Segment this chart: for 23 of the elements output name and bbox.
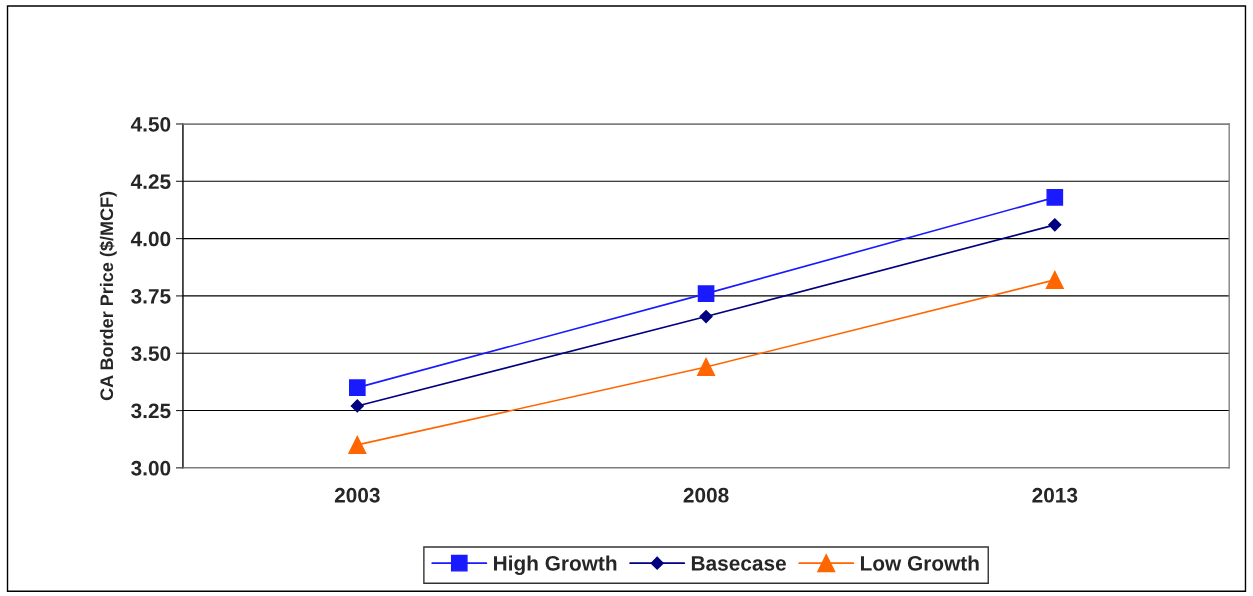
y-axis-title: CA Border Price ($/MCF) xyxy=(99,191,117,401)
y-tick-label: 4.50 xyxy=(130,116,171,132)
point xyxy=(1046,188,1064,206)
y-tick-label: 4.25 xyxy=(130,174,171,190)
y-tick-label: 3.50 xyxy=(131,346,171,362)
x-tick-label: 2013 xyxy=(1032,487,1078,503)
y-tick-label: 4.00 xyxy=(130,231,171,247)
point xyxy=(1045,270,1064,289)
y-tick-label: 3.75 xyxy=(131,288,171,304)
x-tick-label: 2003 xyxy=(334,487,380,503)
legend-label: High Growth xyxy=(494,555,617,575)
point xyxy=(697,285,715,302)
point xyxy=(348,435,367,454)
point xyxy=(699,309,713,324)
y-tick-label: 3.00 xyxy=(131,460,171,476)
point xyxy=(697,357,716,377)
x-tick-label: 2008 xyxy=(683,487,729,503)
point xyxy=(1048,218,1062,232)
y-tick-label: 3.25 xyxy=(131,403,171,419)
point xyxy=(348,379,366,396)
legend-label: Low Growth xyxy=(860,555,979,571)
point xyxy=(350,399,364,413)
legend-label: Basecase xyxy=(691,556,786,571)
